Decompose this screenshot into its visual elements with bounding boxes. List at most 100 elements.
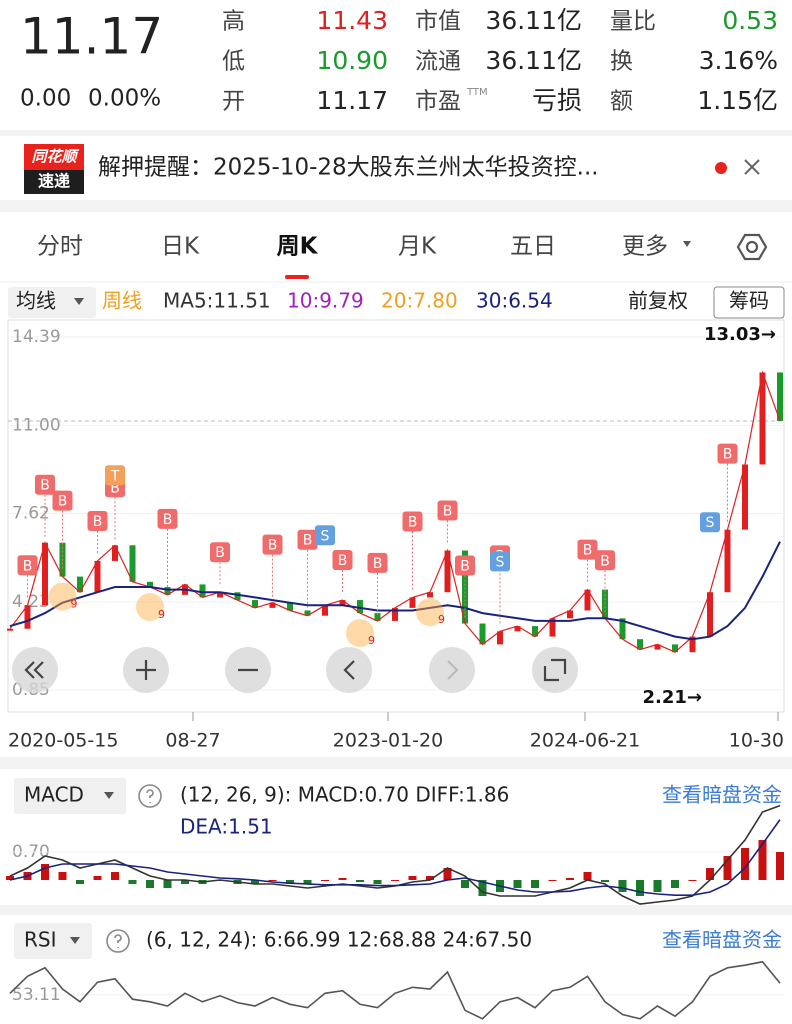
candle bbox=[497, 631, 503, 645]
dark-pool-link[interactable]: 查看暗盘资金 bbox=[662, 783, 782, 807]
logo-top bbox=[24, 144, 84, 170]
ma-legend: MA5:11.51 10:9.79 20:7.80 30:6.54 bbox=[163, 289, 553, 313]
macd-bar bbox=[758, 840, 767, 880]
macd-bar bbox=[741, 848, 749, 880]
field-value: 0.53 bbox=[722, 6, 778, 35]
signal-label: T bbox=[110, 468, 120, 484]
candle bbox=[532, 626, 538, 637]
change-pct: 0.00% bbox=[88, 86, 161, 112]
help-icon[interactable] bbox=[106, 929, 130, 953]
chips-button[interactable] bbox=[713, 286, 785, 319]
macd-bar bbox=[513, 880, 522, 888]
signal-box bbox=[367, 552, 388, 573]
field-value: 36.11亿 bbox=[485, 6, 582, 35]
tab[interactable]: 日K bbox=[161, 234, 200, 260]
signal-box bbox=[595, 550, 615, 571]
adjust[interactable]: 前复权 bbox=[628, 289, 688, 313]
close-icon[interactable] bbox=[744, 159, 760, 175]
tab[interactable]: 周K bbox=[277, 234, 319, 260]
candle bbox=[269, 602, 276, 608]
signal-box bbox=[105, 465, 125, 486]
signal-box bbox=[87, 510, 108, 531]
x-tick-label: 2020-05-15 bbox=[8, 730, 118, 752]
macd-bar bbox=[583, 872, 592, 880]
candle bbox=[199, 584, 206, 598]
field-label: 开 bbox=[222, 89, 245, 115]
signal-label: B bbox=[600, 553, 610, 569]
low-label: 2.21→ bbox=[643, 687, 703, 708]
tab[interactable]: 五日 bbox=[510, 234, 556, 260]
dropdown-arrow bbox=[70, 937, 80, 944]
field-value: 1.15亿 bbox=[697, 86, 778, 115]
settings-icon[interactable] bbox=[736, 233, 768, 261]
candle bbox=[672, 644, 678, 653]
help-icon[interactable] bbox=[138, 784, 162, 808]
signal-label: B bbox=[163, 512, 173, 528]
candle bbox=[112, 545, 118, 561]
signal-label: B bbox=[40, 478, 50, 494]
divider bbox=[0, 130, 792, 136]
signal-box bbox=[262, 534, 283, 555]
signal-box bbox=[297, 529, 318, 550]
candle bbox=[322, 605, 328, 616]
signal-box bbox=[315, 525, 335, 546]
fullscreen[interactable] bbox=[532, 647, 578, 693]
signal-label: B bbox=[723, 447, 733, 463]
tab[interactable]: 分时 bbox=[37, 234, 83, 260]
high-label: 13.03→ bbox=[704, 324, 776, 345]
series-line bbox=[9, 541, 781, 641]
dea-text: DEA:1.51 bbox=[180, 815, 273, 839]
y-tick-label: 14.39 bbox=[12, 327, 61, 347]
macd-bar bbox=[128, 880, 137, 884]
chart-frame bbox=[7, 319, 785, 713]
nine-glow bbox=[346, 619, 374, 648]
macd-bar bbox=[146, 880, 154, 888]
indicator-name[interactable]: MACD bbox=[24, 783, 84, 807]
candle bbox=[42, 542, 48, 606]
y-tick-label: 4.23 bbox=[12, 592, 50, 612]
field-value: 11.43 bbox=[316, 6, 388, 35]
signal-box bbox=[17, 555, 38, 576]
candle bbox=[24, 605, 31, 629]
candle bbox=[129, 545, 136, 582]
signal-box bbox=[52, 490, 73, 511]
macd-bar bbox=[723, 856, 732, 880]
macd-bar bbox=[268, 880, 277, 881]
signal-box bbox=[700, 512, 720, 533]
signal-box bbox=[455, 555, 475, 576]
macd-bar bbox=[181, 880, 189, 884]
indicator-menu-bg[interactable] bbox=[14, 923, 92, 959]
macd-bar bbox=[321, 880, 329, 881]
indicator-menu-bg[interactable] bbox=[14, 778, 126, 814]
candle bbox=[567, 610, 573, 619]
field-value: 10.90 bbox=[316, 46, 388, 75]
field-value: 亏损 bbox=[532, 86, 582, 115]
ma-menu-bg[interactable] bbox=[8, 287, 96, 318]
y-tick-label: 11.00 bbox=[12, 415, 61, 435]
macd-bar bbox=[636, 880, 644, 896]
field-label: 额 bbox=[610, 89, 633, 115]
macd-bar bbox=[356, 880, 364, 882]
chips-label[interactable]: 筹码 bbox=[729, 289, 769, 313]
macd-bar bbox=[251, 880, 259, 884]
move-left[interactable] bbox=[326, 647, 372, 693]
tab[interactable]: 月K bbox=[398, 234, 437, 260]
dark-pool-link[interactable]: 查看暗盘资金 bbox=[662, 928, 782, 952]
indicator-name[interactable]: RSI bbox=[24, 928, 57, 952]
news-bar[interactable]: 同花顺 速递 解押提醒：2025-10-28大股东兰州太华投资控... bbox=[24, 144, 760, 194]
ma-menu[interactable]: 均线 bbox=[16, 289, 56, 313]
tab[interactable]: 更多 bbox=[622, 234, 668, 260]
macd-bar bbox=[443, 868, 452, 880]
move-right[interactable] bbox=[429, 647, 475, 693]
signal-box bbox=[35, 474, 55, 495]
tab-underline bbox=[285, 275, 309, 279]
macd-panel: MACD (12, 26, 9): MACD:0.70 DIFF:1.86 查看暗盘… bbox=[6, 778, 784, 905]
macd-bar bbox=[303, 880, 312, 884]
x-tick-label: 2024-06-21 bbox=[530, 730, 640, 752]
ma-value: MA5:11.51 bbox=[163, 289, 271, 313]
signal-label: B bbox=[338, 553, 348, 569]
logo-bottom bbox=[24, 170, 84, 194]
news-text[interactable]: 解押提醒：2025-10-28大股东兰州太华投资控... bbox=[98, 155, 599, 181]
macd-bar bbox=[111, 872, 119, 880]
nine-label: 9 bbox=[71, 598, 78, 611]
